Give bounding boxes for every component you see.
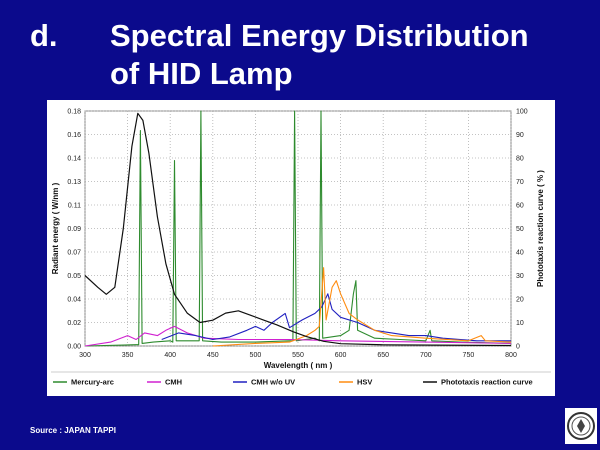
y2-axis-label: Phototaxis reaction curve ( % ) [536, 170, 545, 287]
series-line [212, 267, 512, 347]
legend-label: Phototaxis reaction curve [441, 378, 533, 387]
y-tick-label: 0.04 [67, 297, 81, 304]
title-line-2: of HID Lamp [110, 56, 293, 91]
x-tick-label: 800 [505, 352, 517, 359]
x-axis-label: Wavelength ( nm ) [264, 361, 333, 370]
slide-letter: d. [30, 18, 58, 53]
y-tick-label: 0.16 [67, 132, 81, 139]
y2-tick-label: 70 [516, 179, 524, 186]
title-line-1: Spectral Energy Distribution [110, 18, 529, 53]
seal-emblem-icon [565, 408, 597, 444]
y2-tick-label: 90 [516, 132, 524, 139]
series-line [84, 112, 512, 347]
spectral-chart: 0.00 0.02 0.04 0.05 0.07 0.09 0.11 0.13 0.14 0.16… [51, 109, 551, 387]
y2-tick-label: 50 [516, 226, 524, 233]
y-tick-label: 0.05 [67, 273, 81, 280]
y2-tick-label: 100 [516, 109, 528, 116]
y-tick-label: 0.07 [67, 250, 81, 257]
y2-tick-label: 0 [516, 344, 520, 351]
chart-panel: 0.00 0.02 0.04 0.05 0.07 0.09 0.11 0.13 0.14 0.16… [47, 100, 555, 396]
x-tick-label: 550 [292, 352, 304, 359]
y2-tick-label: 10 [516, 320, 524, 327]
x-tick-label: 600 [335, 352, 347, 359]
y-tick-label: 0.14 [67, 156, 81, 163]
y2-tick-label: 60 [516, 203, 524, 210]
y-tick-label: 0.00 [67, 344, 81, 351]
x-tick-label: 700 [420, 352, 432, 359]
series-line [84, 325, 512, 347]
x-tick-label: 650 [377, 352, 389, 359]
y2-tick-label: 20 [516, 297, 524, 304]
series-line [161, 293, 511, 342]
y2-tick-label: 30 [516, 273, 524, 280]
x-tick-label: 400 [164, 352, 176, 359]
y2-tick-label: 40 [516, 250, 524, 257]
x-tick-label: 750 [463, 352, 475, 359]
series-line [84, 110, 512, 347]
y2-tick-label: 80 [516, 156, 524, 163]
legend-label: Mercury-arc [71, 378, 114, 387]
x-tick-label: 350 [122, 352, 134, 359]
y-tick-label: 0.13 [67, 179, 81, 186]
x-tick-label: 450 [207, 352, 219, 359]
source-note: Source : JAPAN TAPPI [30, 426, 116, 435]
x-tick-label: 500 [250, 352, 262, 359]
legend-label: CMH w/o UV [251, 378, 295, 387]
legend-label: CMH [165, 378, 182, 387]
x-tick-label: 300 [79, 352, 91, 359]
y-tick-label: 0.11 [68, 203, 81, 210]
legend-label: HSV [357, 378, 372, 387]
y-tick-label: 0.02 [67, 320, 81, 327]
y-tick-label: 0.18 [67, 109, 81, 116]
y-tick-label: 0.09 [67, 226, 81, 233]
y-axis-label: Radiant energy ( W/nm ) [51, 182, 60, 274]
